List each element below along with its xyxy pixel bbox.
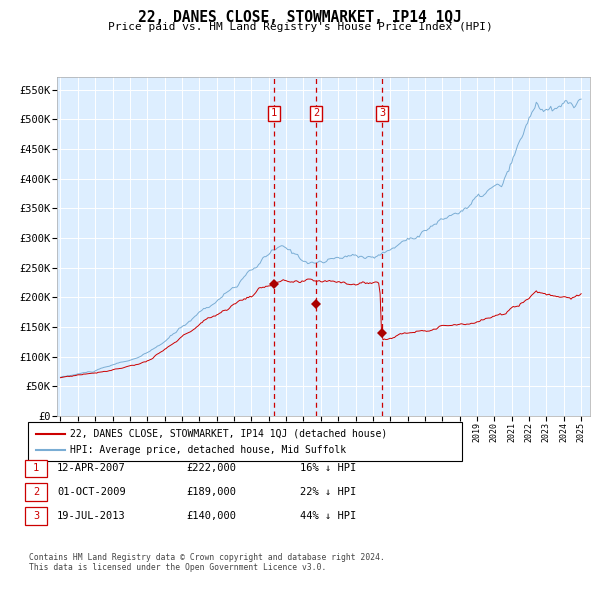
Text: £189,000: £189,000 [186,487,236,497]
Text: 1: 1 [33,464,39,473]
Text: 1: 1 [271,109,277,119]
Text: 2: 2 [313,109,320,119]
Text: 12-APR-2007: 12-APR-2007 [57,464,126,473]
Text: 44% ↓ HPI: 44% ↓ HPI [300,511,356,520]
Text: 01-OCT-2009: 01-OCT-2009 [57,487,126,497]
Text: 22% ↓ HPI: 22% ↓ HPI [300,487,356,497]
Text: Contains HM Land Registry data © Crown copyright and database right 2024.: Contains HM Land Registry data © Crown c… [29,553,385,562]
Text: 22, DANES CLOSE, STOWMARKET, IP14 1QJ (detached house): 22, DANES CLOSE, STOWMARKET, IP14 1QJ (d… [70,429,387,439]
Text: 2: 2 [33,487,39,497]
Text: HPI: Average price, detached house, Mid Suffolk: HPI: Average price, detached house, Mid … [70,445,346,455]
Text: 3: 3 [33,511,39,520]
Text: 3: 3 [379,109,385,119]
Text: 19-JUL-2013: 19-JUL-2013 [57,511,126,520]
Text: £140,000: £140,000 [186,511,236,520]
Text: 16% ↓ HPI: 16% ↓ HPI [300,464,356,473]
Text: 22, DANES CLOSE, STOWMARKET, IP14 1QJ: 22, DANES CLOSE, STOWMARKET, IP14 1QJ [138,10,462,25]
Text: £222,000: £222,000 [186,464,236,473]
Text: Price paid vs. HM Land Registry's House Price Index (HPI): Price paid vs. HM Land Registry's House … [107,22,493,32]
Text: This data is licensed under the Open Government Licence v3.0.: This data is licensed under the Open Gov… [29,563,326,572]
